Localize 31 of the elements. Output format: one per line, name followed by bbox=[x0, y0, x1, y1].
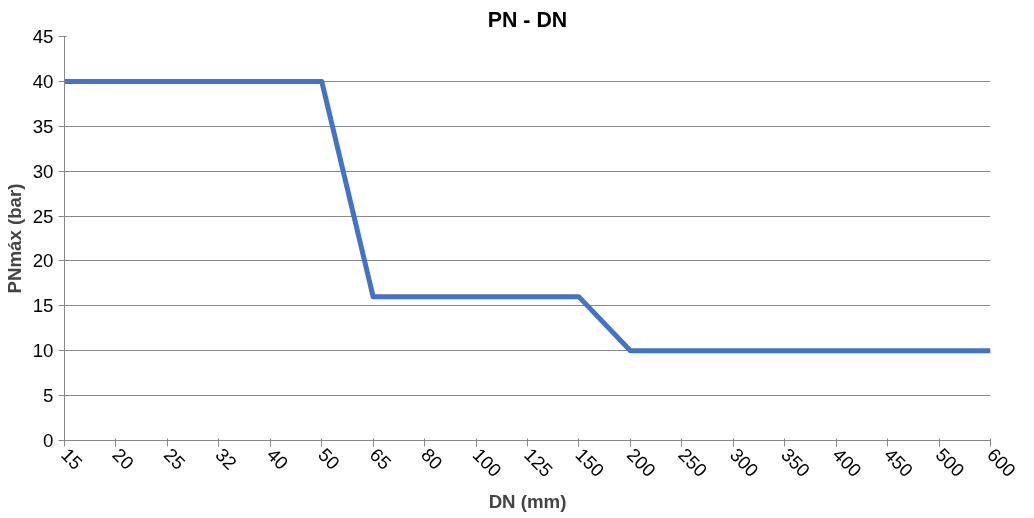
x-axis-title: DN (mm) bbox=[488, 490, 567, 512]
x-tick-label: 125 bbox=[520, 444, 557, 481]
y-tick-label: 45 bbox=[32, 26, 54, 47]
y-tick-label: 10 bbox=[32, 340, 54, 362]
chart-title: PN - DN bbox=[487, 7, 568, 32]
y-tick-label: 5 bbox=[43, 385, 54, 407]
y-tick-label: 25 bbox=[32, 205, 54, 227]
x-tick-label: 250 bbox=[674, 444, 712, 481]
y-axis-title: PNmáx (bar) bbox=[3, 183, 25, 294]
x-tick-label: 20 bbox=[108, 444, 139, 474]
x-tick-label: 32 bbox=[211, 444, 241, 474]
x-tick-label: 450 bbox=[880, 444, 918, 481]
x-tick-label: 65 bbox=[365, 444, 396, 474]
x-tick-label: 100 bbox=[468, 444, 506, 481]
y-tick-label: 30 bbox=[32, 160, 54, 182]
x-tick-label: 80 bbox=[417, 444, 447, 474]
y-tick-label: 40 bbox=[32, 70, 54, 92]
x-tick-label: 25 bbox=[159, 444, 190, 474]
x-tick-label: 200 bbox=[622, 444, 660, 481]
y-tick-label: 0 bbox=[43, 430, 54, 451]
x-tick-label: 350 bbox=[777, 444, 815, 481]
y-tick-label: 35 bbox=[32, 115, 54, 137]
x-tick-label: 150 bbox=[571, 444, 609, 481]
x-tick-label: 40 bbox=[262, 444, 293, 474]
x-tick-label: 300 bbox=[725, 444, 763, 481]
x-tick-label: 600 bbox=[983, 444, 1020, 481]
x-tick-label: 500 bbox=[931, 444, 969, 481]
x-tick-label: 50 bbox=[314, 444, 344, 474]
y-tick-label: 20 bbox=[32, 250, 54, 272]
x-tick-label: 400 bbox=[828, 444, 866, 481]
y-tick-label: 15 bbox=[32, 295, 54, 317]
